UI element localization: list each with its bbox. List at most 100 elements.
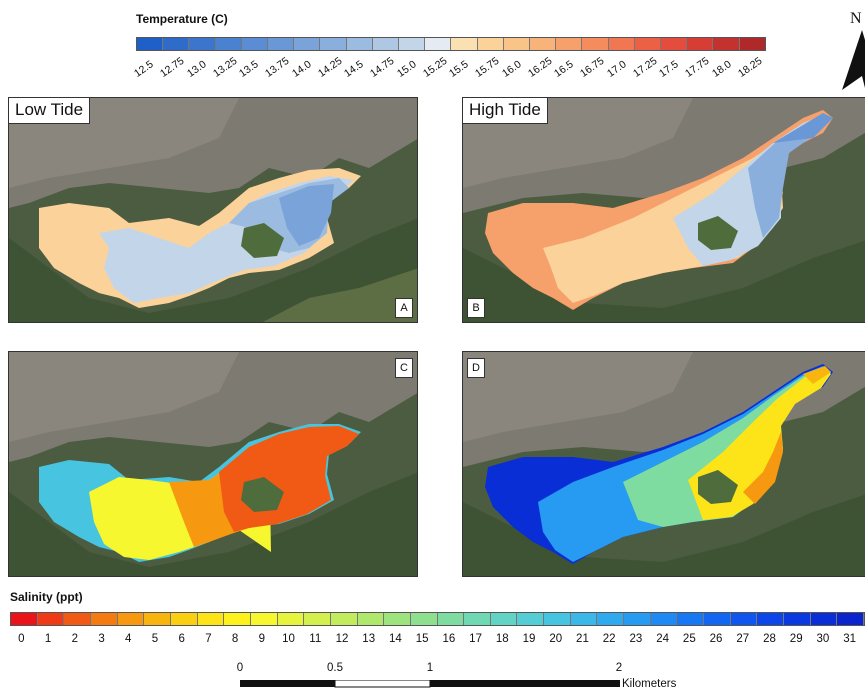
- salinity-swatch: [464, 613, 491, 625]
- salinity-swatch: [90, 613, 118, 625]
- temperature-tick-label: 14.0: [289, 58, 314, 80]
- salinity-tick-label: 19: [522, 633, 536, 645]
- panel-b-title: High Tide: [463, 98, 548, 124]
- temperature-tick-label: 16.75: [578, 54, 607, 80]
- salinity-swatch: [570, 613, 598, 625]
- salinity-swatch: [64, 613, 91, 625]
- salinity-swatch: [384, 613, 411, 625]
- temperature-swatch: [320, 38, 347, 50]
- salinity-tick-label: 23: [629, 633, 643, 645]
- salinity-tick-label: 29: [789, 633, 803, 645]
- salinity-tick-label: 3: [98, 633, 105, 645]
- temperature-tick-label: 15.0: [394, 58, 419, 80]
- salinity-tick-label: 17: [469, 633, 482, 645]
- temperature-swatch: [661, 38, 688, 50]
- salinity-tick-label: 30: [816, 633, 830, 645]
- temperature-tick-label: 17.25: [630, 54, 660, 80]
- temperature-tick-label: 14.5: [342, 58, 366, 80]
- salinity-swatch: [517, 613, 545, 625]
- salinity-tick-label: 4: [125, 633, 132, 645]
- salinity-swatch: [197, 613, 225, 625]
- salinity-tick-label: 16: [442, 633, 456, 645]
- temperature-tick-label: 14.75: [368, 54, 397, 80]
- salinity-tick-label: 24: [656, 633, 670, 645]
- salinity-swatch: [490, 613, 518, 625]
- salinity-swatch: [37, 613, 65, 625]
- salinity-tick-label: 9: [258, 633, 266, 645]
- panel-a-low-tide-temperature: Low Tide A: [8, 97, 418, 323]
- panel-c-letter: C: [395, 358, 413, 378]
- temperature-tick-label: 18.25: [735, 54, 765, 80]
- salinity-swatch: [704, 613, 731, 625]
- panel-a-map: [9, 98, 417, 322]
- panel-d-map: [463, 352, 865, 576]
- salinity-tick-label: 12: [335, 633, 349, 645]
- salinity-swatch: [597, 613, 625, 625]
- salinity-tick-label: 5: [151, 633, 159, 645]
- temperature-tick-label: 13.0: [184, 58, 209, 80]
- temperature-swatch: [503, 38, 531, 50]
- temperature-swatch: [556, 38, 583, 50]
- salinity-swatch: [624, 613, 651, 625]
- scale-label-2: 2: [615, 662, 623, 674]
- temperature-tick-label: 16.25: [525, 54, 555, 80]
- salinity-swatch: [650, 613, 678, 625]
- temperature-tick-label: 16.0: [499, 58, 524, 80]
- salinity-swatch: [330, 613, 358, 625]
- salinity-swatch: [277, 613, 305, 625]
- temperature-swatch: [294, 38, 321, 50]
- scale-bar: [240, 680, 620, 688]
- temperature-tick-label: 15.75: [473, 54, 502, 80]
- salinity-swatch: [810, 613, 838, 625]
- temperature-tick-label: 12.5: [132, 58, 156, 80]
- temperature-color-bar: [136, 37, 766, 51]
- temperature-tick-label: 15.25: [420, 54, 450, 80]
- temperature-swatch: [739, 38, 765, 50]
- temperature-tick-label: 17.75: [683, 54, 712, 80]
- salinity-swatch: [304, 613, 331, 625]
- temperature-swatch: [713, 38, 740, 50]
- temperature-swatch: [425, 38, 452, 50]
- salinity-tick-label: 0: [18, 633, 25, 645]
- temperature-swatch: [530, 38, 557, 50]
- salinity-legend-title: Salinity (ppt): [10, 590, 83, 604]
- salinity-tick-label: 8: [231, 633, 239, 645]
- temperature-tick-label: 13.5: [237, 58, 261, 80]
- salinity-swatch: [144, 613, 171, 625]
- salinity-swatch: [757, 613, 785, 625]
- salinity-tick-label: 1: [44, 633, 52, 645]
- salinity-swatch: [170, 613, 198, 625]
- temperature-tick-label: 13.25: [210, 54, 240, 80]
- salinity-tick-label: 31: [843, 633, 857, 645]
- temperature-tick-label: 18.0: [709, 58, 734, 80]
- salinity-tick-label: 13: [362, 633, 376, 645]
- temperature-swatch: [268, 38, 295, 50]
- salinity-tick-label: 2: [71, 633, 78, 645]
- temperature-tick-label: 16.5: [552, 58, 576, 80]
- temperature-tick-label: 14.25: [315, 54, 345, 80]
- north-arrow-icon: [842, 30, 865, 90]
- salinity-tick-label: 20: [549, 633, 563, 645]
- panel-a-title: Low Tide: [9, 98, 91, 124]
- salinity-tick-label: 22: [602, 633, 616, 645]
- salinity-tick-label: 7: [205, 633, 212, 645]
- salinity-tick-label: 27: [736, 633, 750, 645]
- salinity-tick-label: 25: [682, 633, 696, 645]
- salinity-swatch: [437, 613, 465, 625]
- north-arrow-label: N: [850, 10, 862, 27]
- salinity-tick-label: 18: [495, 633, 509, 645]
- temperature-swatch: [346, 38, 373, 50]
- salinity-tick-label: 6: [178, 633, 185, 645]
- panel-c-low-tide-salinity: C: [8, 351, 418, 577]
- salinity-tick-label: 10: [282, 633, 295, 645]
- temperature-swatch: [451, 38, 478, 50]
- salinity-swatch: [117, 613, 145, 625]
- salinity-swatch: [544, 613, 571, 625]
- salinity-swatch: [837, 613, 864, 625]
- temperature-swatch: [163, 38, 190, 50]
- salinity-swatch: [784, 613, 811, 625]
- scale-unit-label: Kilometers: [622, 678, 677, 690]
- panel-a-letter: A: [395, 298, 413, 318]
- panel-b-high-tide-temperature: High Tide B: [462, 97, 865, 323]
- salinity-swatch: [357, 613, 385, 625]
